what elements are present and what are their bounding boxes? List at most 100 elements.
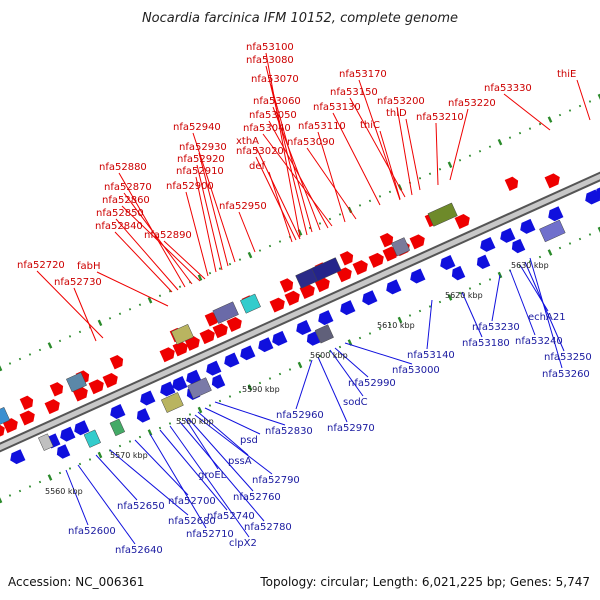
reverse-label-leader	[491, 274, 501, 322]
tick-mark	[58, 471, 62, 475]
forward-gene-label: nfa52950	[219, 201, 267, 212]
forward-gene-label: nfa53200	[377, 96, 425, 107]
tick-mark	[268, 377, 272, 380]
forward-gene-label: nfa53020	[236, 146, 284, 157]
tick-mark	[308, 359, 312, 362]
rna-feature-box	[311, 257, 342, 282]
tick-mark	[38, 480, 42, 484]
reverse-gene-arrow	[520, 218, 536, 234]
forward-gene-arrow	[44, 399, 60, 415]
reverse-label-leader	[149, 433, 207, 529]
tick-mark	[408, 314, 412, 317]
reverse-gene-label: nfa52760	[233, 492, 281, 503]
tick-mark	[97, 451, 103, 459]
tick-mark	[528, 260, 532, 263]
forward-gene-arrow	[88, 379, 104, 395]
reverse-gene-label: nfa53260	[542, 369, 590, 380]
label-leaders	[36, 52, 591, 545]
tick-mark	[158, 426, 162, 430]
forward-label-leader	[265, 52, 301, 238]
reverse-gene-label: nfa53250	[544, 352, 592, 363]
forward-gene-label: nfa52880	[99, 162, 147, 173]
tick-mark	[47, 342, 53, 349]
rna-feature-box	[109, 418, 126, 437]
tick-mark	[358, 336, 362, 340]
reverse-label-leader	[317, 356, 348, 423]
tick-mark	[178, 417, 182, 421]
forward-gene-label: nfa53040	[243, 123, 291, 134]
tick-mark	[438, 168, 442, 171]
tick-mark	[388, 190, 392, 194]
reverse-gene-arrow	[451, 265, 466, 281]
tick-mark	[558, 113, 562, 117]
reverse-gene-arrow	[186, 369, 202, 385]
rna-feature-box	[187, 377, 212, 399]
reverse-label-leader	[329, 349, 364, 397]
tick-mark	[278, 372, 282, 376]
tick-mark	[238, 258, 242, 261]
tick-mark	[438, 300, 442, 304]
forward-label-leader	[195, 176, 217, 273]
rna-feature-box	[539, 219, 566, 243]
kbp-tick-label: 5610 kbp	[377, 321, 415, 330]
tick-mark	[218, 267, 222, 270]
tick-mark	[458, 158, 462, 162]
map-title: Nocardia farcinica IFM 10152, complete g…	[142, 11, 458, 26]
reverse-gene-label: nfa52650	[117, 501, 165, 512]
forward-gene-label: nfa52930	[179, 142, 227, 153]
forward-gene-label: nfa53150	[330, 87, 378, 98]
tick-mark	[168, 289, 172, 293]
kbp-tick-label: 5600 kbp	[310, 351, 348, 360]
tick-mark	[488, 145, 492, 148]
forward-gene-label: nfa52730	[54, 277, 102, 288]
tick-mark	[588, 233, 592, 236]
forward-label-leader	[238, 211, 256, 253]
tick-mark	[588, 100, 592, 103]
reverse-gene-label: nfa53230	[472, 322, 520, 333]
reverse-gene-arrow	[386, 279, 402, 295]
forward-gene-arrow	[382, 246, 398, 262]
tick-mark	[578, 237, 582, 241]
forward-gene-arrow	[212, 323, 228, 339]
reverse-label-leader	[179, 421, 265, 522]
forward-gene-arrow	[379, 233, 394, 248]
reverse-gene-label: nfa52600	[68, 526, 116, 537]
forward-label-leader	[96, 271, 169, 307]
forward-gene-label: thiE	[557, 69, 576, 80]
reverse-label-leader	[334, 347, 369, 378]
tick-mark	[318, 222, 322, 225]
reverse-label-leader	[295, 359, 313, 410]
genome-summary-text: Topology: circular; Length: 6,021,225 bp…	[259, 575, 590, 589]
reverse-gene-arrow	[340, 300, 356, 316]
forward-gene-arrow	[0, 424, 5, 437]
tick-mark	[78, 330, 82, 334]
tick-mark	[128, 308, 132, 311]
reverse-gene-label: nfa53240	[515, 336, 563, 347]
forward-gene-arrow	[2, 418, 18, 434]
reverse-gene-arrow	[74, 420, 90, 436]
kbp-tick-label: 5560 kbp	[45, 487, 83, 496]
forward-gene-arrow	[279, 278, 294, 293]
rna-feature-box	[65, 372, 87, 393]
forward-gene-label: nfa53330	[484, 83, 532, 94]
forward-gene-label: nfa53080	[246, 55, 294, 66]
tick-mark	[538, 122, 542, 126]
forward-label-leader	[114, 231, 173, 293]
tick-mark	[418, 177, 422, 180]
forward-gene-arrow	[72, 386, 88, 402]
tick-mark	[68, 467, 72, 470]
forward-gene-label: nfa53210	[416, 112, 464, 123]
tick-mark	[197, 274, 203, 281]
tick-mark	[247, 384, 253, 391]
forward-gene-label: nfa53130	[313, 102, 361, 113]
forward-label-leader	[36, 270, 104, 339]
tick-mark	[68, 335, 72, 338]
tick-mark	[238, 390, 242, 394]
tick-mark	[447, 294, 453, 301]
tick-mark	[547, 116, 553, 123]
tick-mark	[297, 361, 303, 369]
tick-mark	[338, 213, 342, 216]
forward-label-leader	[265, 65, 308, 236]
forward-gene-arrow	[172, 341, 188, 357]
reverse-gene-label: psd	[240, 435, 258, 446]
